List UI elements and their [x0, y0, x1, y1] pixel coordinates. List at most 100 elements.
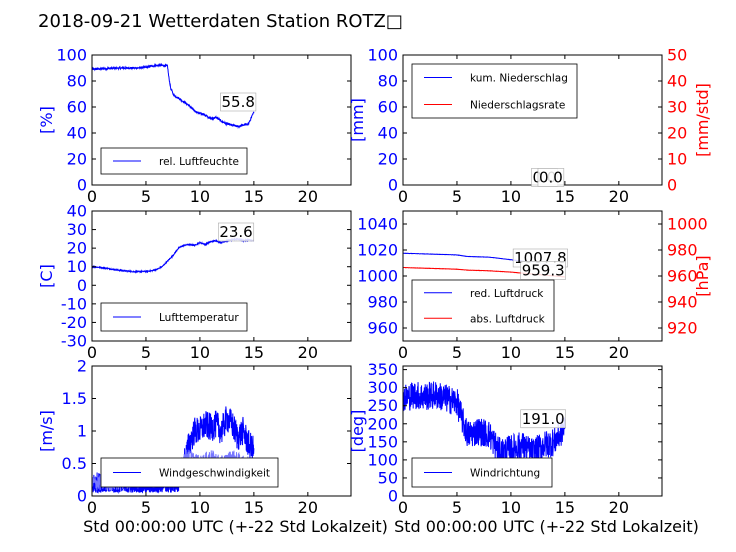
x-tick-label: 15	[244, 498, 264, 517]
x-tick-label: 0	[87, 498, 97, 517]
value-annotation: 191.0	[522, 410, 565, 428]
y2-tick-label: 0	[667, 176, 677, 195]
y2-tick-label: 40	[667, 72, 687, 91]
y-axis-label: [m/s]	[37, 410, 56, 452]
x-tick-label: 20	[298, 343, 318, 362]
y2-tick-label: 980	[667, 241, 698, 260]
legend-label: abs. Luftdruck	[470, 313, 546, 325]
annotation-box	[218, 222, 255, 242]
legend-box	[411, 63, 578, 119]
y-tick-label: 20	[67, 150, 87, 169]
y-tick-label: 40	[378, 124, 398, 143]
y2-tick-label: 50	[667, 46, 687, 65]
y2-tick-label: 940	[667, 293, 698, 312]
panel-temperature: 0 5 10 15 20-30-20-10010203040[C]Lufttempera…	[37, 202, 352, 362]
y2-tick-label: 1000	[667, 215, 708, 234]
y-axis-label: [deg]	[348, 410, 367, 453]
x-tick-label: 0	[398, 343, 408, 362]
y2-tick-label: 960	[667, 267, 698, 286]
series-line-windrichtung	[403, 381, 566, 467]
x-tick-label: 10	[501, 343, 521, 362]
y-tick-label: 2	[77, 357, 87, 376]
legend-label: rel. Luftfeuchte	[159, 156, 239, 168]
panel-windspeed: 0 5 10 15 20 0 0.5 1 1.5 2 [m/s] Std 00:00:00 UTC (…	[37, 357, 388, 537]
y-tick-label: 60	[378, 98, 398, 117]
y-tick-label: -20	[61, 313, 87, 332]
x-tick-label: 10	[501, 498, 521, 517]
y-tick-label: 10	[67, 257, 87, 276]
x-tick-label: 5	[141, 187, 151, 206]
y-tick-label: 0	[77, 276, 87, 295]
y-tick-label: 250	[367, 396, 398, 415]
y-tick-label: 1	[77, 422, 87, 441]
y-axis-label: [mm]	[348, 98, 367, 142]
y-tick-label: 1040	[357, 215, 398, 234]
x-axis-label: Std 00:00:00 UTC (+-22 Std Lokalzeit)	[83, 517, 388, 536]
y2-axis-label: [hPa]	[693, 255, 712, 296]
figure-title: 2018-09-21 Wetterdaten Station ROTZ□	[38, 11, 403, 32]
series-line-lufttemperatur	[92, 237, 254, 274]
y-tick-label: 100	[367, 450, 398, 469]
x-tick-label: 5	[452, 187, 462, 206]
y-tick-label: -10	[61, 294, 87, 313]
y-tick-label: 40	[67, 124, 87, 143]
legend-label: kum. Niederschlag	[470, 73, 568, 85]
x-tick-label: 20	[609, 498, 629, 517]
y-tick-label: 0	[388, 487, 398, 506]
x-tick-label: 5	[452, 498, 462, 517]
y2-tick-label: 20	[667, 124, 687, 143]
y-tick-label: 1000	[357, 267, 398, 286]
x-tick-label: 0	[87, 187, 97, 206]
x-tick-label: 10	[501, 187, 521, 206]
plot-frame	[91, 54, 352, 186]
y-tick-label: 50	[378, 468, 398, 487]
y-tick-label: 200	[367, 414, 398, 433]
annotation-box	[520, 261, 566, 280]
legend-label: Windrichtung	[470, 468, 540, 480]
y-tick-label: -30	[61, 332, 87, 351]
y-tick-label: 100	[367, 46, 398, 65]
y-tick-label: 150	[367, 432, 398, 451]
x-tick-label: 0	[398, 498, 408, 517]
x-tick-label: 5	[141, 498, 151, 517]
x-tick-label: 0	[87, 343, 97, 362]
y-tick-label: 20	[67, 239, 87, 258]
x-tick-label: 5	[452, 343, 462, 362]
y-tick-label: 30	[67, 220, 87, 239]
y-tick-label: 0	[77, 176, 87, 195]
value-annotation: 55.8	[222, 93, 255, 111]
y-tick-label: 960	[367, 319, 398, 338]
y-tick-label: 60	[67, 98, 87, 117]
legend-box	[411, 279, 555, 332]
y-tick-label: 100	[56, 46, 87, 65]
value-annotation: 959.3	[522, 261, 565, 279]
legend-label: red. Luftdruck	[470, 288, 544, 300]
y-tick-label: 40	[67, 202, 87, 221]
x-tick-label: 5	[141, 343, 151, 362]
x-tick-label: 20	[609, 343, 629, 362]
x-tick-label: 15	[555, 187, 575, 206]
y2-axis-label: [mm/std]	[693, 83, 712, 157]
y-tick-label: 350	[367, 360, 398, 379]
value-annotation: 23.6	[219, 223, 252, 241]
x-tick-label: 15	[244, 187, 264, 206]
annotation-box	[520, 409, 566, 429]
y-tick-label: 0	[77, 487, 87, 506]
plot-frame	[402, 365, 663, 497]
value-annotation: 0.0	[539, 168, 563, 186]
x-tick-label: 15	[555, 498, 575, 517]
y-tick-label: 20	[378, 150, 398, 169]
legend-label: Niederschlagsrate	[470, 100, 565, 112]
legend-label: Windgeschwindigkeit	[159, 468, 270, 480]
y-tick-label: 980	[367, 293, 398, 312]
legend-label: Lufttemperatur	[159, 312, 239, 324]
panel-pressure: 0 5 10 15 20 960 980 1000 1020 1040 920 940 960 980 10…	[357, 210, 712, 362]
y-axis-label: [%]	[37, 106, 56, 134]
x-tick-label: 15	[555, 343, 575, 362]
y-tick-label: 0.5	[62, 454, 87, 473]
x-tick-label: 20	[298, 498, 318, 517]
y-tick-label: 300	[367, 378, 398, 397]
